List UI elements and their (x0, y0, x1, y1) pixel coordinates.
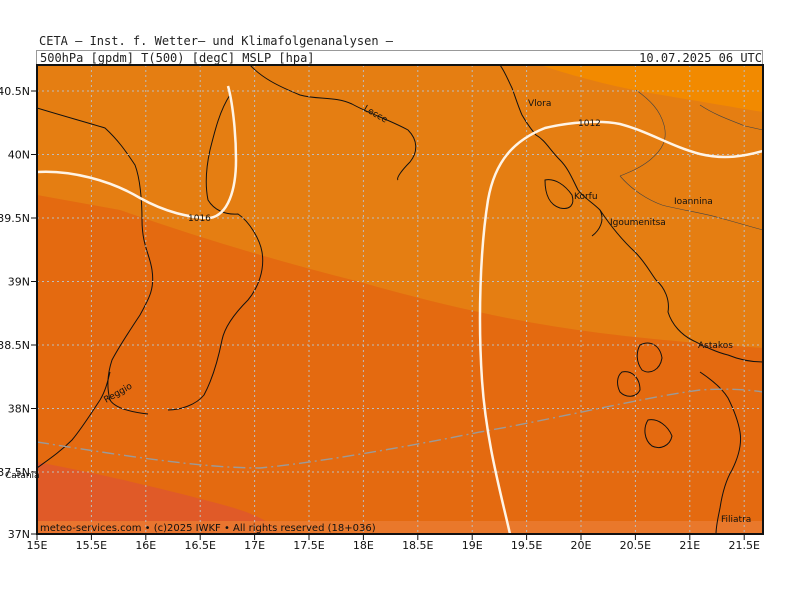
temp-band-warmest (37, 462, 280, 534)
lon-tick-label: 15.5E (76, 539, 107, 552)
lon-tick-label: 18E (353, 539, 374, 552)
field-description: 500hPa [gpdm] T(500) [degC] MSLP [hpa] (40, 51, 315, 65)
lat-tick-label: 38N (8, 403, 30, 416)
lon-tick-label: 16E (135, 539, 156, 552)
map-frame (36, 64, 764, 535)
institute-title: CETA – Inst. f. Wetter– und Klimafolgena… (39, 34, 394, 48)
lon-tick-label: 19.5E (511, 539, 542, 552)
coast-gulf-taranto (167, 94, 264, 411)
isobars (37, 85, 763, 534)
credit-line: meteo-services.com • (c)2025 IWKF • All … (40, 523, 376, 534)
coastlines (37, 65, 763, 534)
isobar-1016 (37, 85, 238, 220)
lon-tick-label: 17E (244, 539, 265, 552)
lat-lon-grid (37, 65, 763, 534)
place-label: Astakos (698, 341, 733, 351)
coast-albania (499, 65, 603, 237)
isobar-1012 (478, 120, 763, 534)
lat-tick-label: 38.5N (0, 339, 30, 352)
lon-tick-label: 17.5E (293, 539, 324, 552)
coast-calabria (37, 107, 154, 415)
lon-tick-label: 21.5E (728, 539, 759, 552)
lat-tick-label: 37.5N (0, 466, 30, 479)
isobar-label: 1012 (578, 119, 601, 129)
geopotential-contour (37, 388, 763, 469)
place-label: Ioannina (674, 197, 713, 207)
place-label: Catania (5, 471, 40, 481)
coast-sicily (37, 371, 111, 469)
place-label: Vlora (528, 99, 551, 109)
place-label: Igoumenitsa (610, 218, 666, 228)
lat-tick-label: 39N (8, 276, 30, 289)
longitude-labels: 15E 15.5E 16E 16.5E 17E 17.5E 18E 18.5E … (27, 539, 760, 552)
lon-tick-label: 16.5E (184, 539, 215, 552)
lat-tick-label: 39.5N (0, 212, 30, 225)
latitude-labels: 40.5N 40N 39.5N 39N 38.5N 38N 37.5N 37N (0, 85, 30, 541)
lat-tick-label: 40N (8, 149, 30, 162)
lat-tick-label: 37N (8, 528, 30, 541)
isobar-label: 1016 (188, 214, 211, 224)
coast-corfu (544, 179, 574, 209)
lon-tick-label: 19E (462, 539, 483, 552)
lon-tick-label: 20E (571, 539, 592, 552)
coast-apulia (249, 65, 417, 181)
axis-ticks (31, 90, 745, 540)
lon-tick-label: 21E (679, 539, 700, 552)
place-label: Korfu (574, 192, 598, 202)
coast-peloponnese (699, 371, 741, 534)
lon-tick-label: 20.5E (620, 539, 651, 552)
lon-tick-label: 15E (27, 539, 48, 552)
lon-tick-label: 18.5E (402, 539, 433, 552)
place-label: Filiatra (721, 515, 751, 525)
lat-tick-label: 40.5N (0, 85, 30, 98)
valid-time: 10.07.2025 06 UTC (639, 51, 762, 65)
